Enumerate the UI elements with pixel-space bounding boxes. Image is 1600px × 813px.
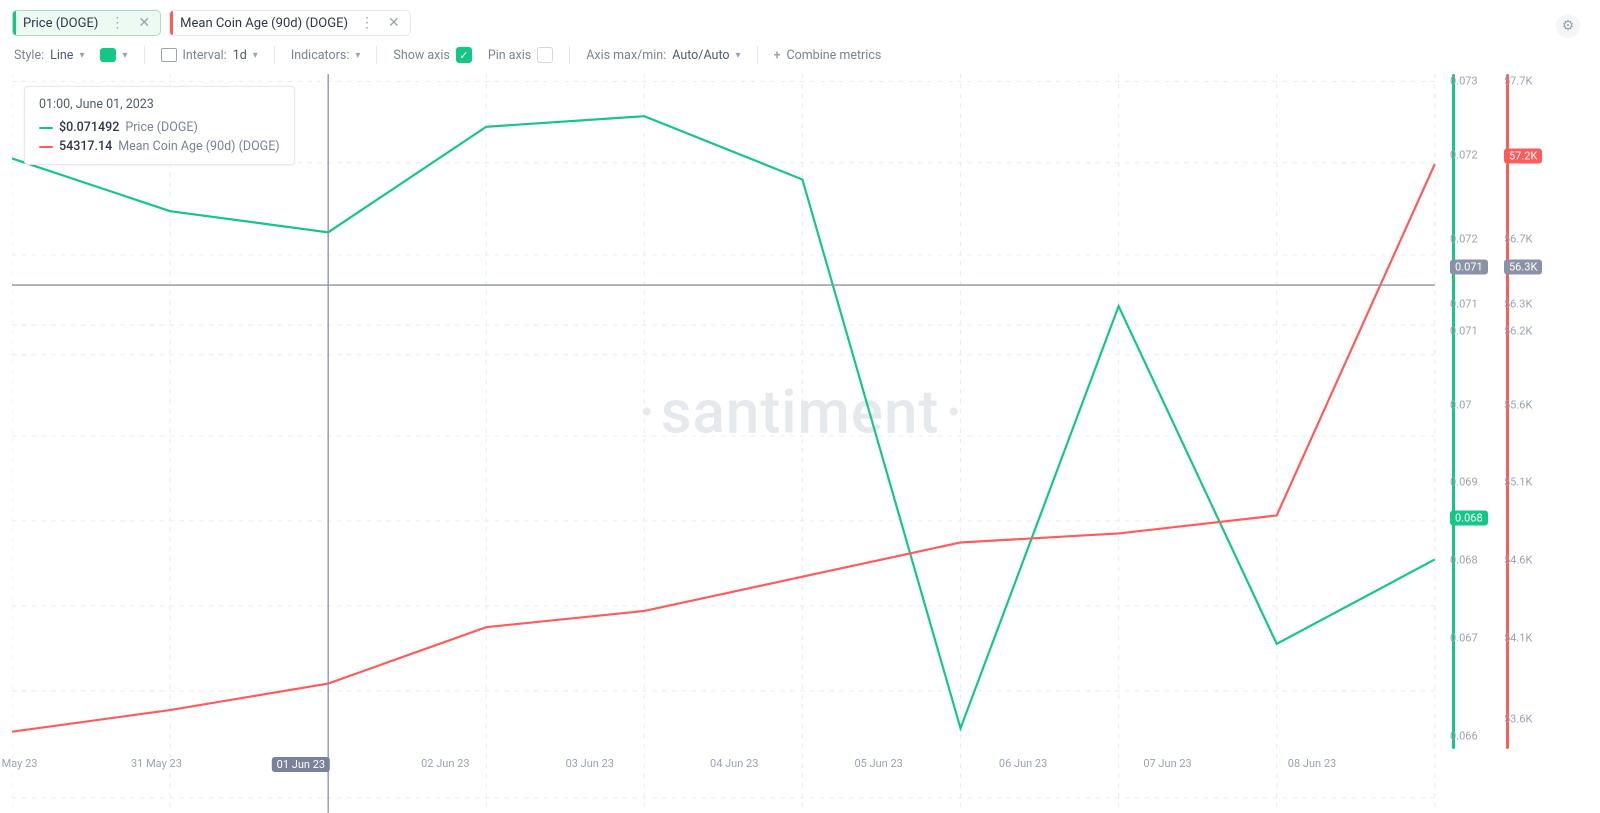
more-icon[interactable]: ⋮ [356,15,378,31]
chevron-down-icon: ▾ [253,50,258,61]
pin-axis-label: Pin axis [488,48,531,63]
x-tick: 02 Jun 23 [421,757,469,770]
y-tick: 53.6K [1504,712,1532,725]
metric-pill-mca[interactable]: Mean Coin Age (90d) (DOGE) ⋮ ✕ [169,10,411,36]
show-axis-label: Show axis [393,48,449,63]
cursor-layer [12,74,1588,813]
metric-pill-price[interactable]: Price (DOGE) ⋮ ✕ [12,10,161,36]
checkbox-on-icon: ✓ [456,47,472,63]
tooltip-value: $0.071492 [59,120,119,135]
more-icon[interactable]: ⋮ [106,15,128,31]
close-icon[interactable]: ✕ [136,15,152,31]
color-selector[interactable]: ▾ [100,48,127,62]
x-tick: 06 Jun 23 [999,757,1047,770]
y-tick: 56.2K [1504,324,1532,337]
color-swatch [100,48,116,62]
x-tick: 03 Jun 23 [566,757,614,770]
y-tick: 54.6K [1504,554,1532,567]
y-end-badge: 0.068 [1450,510,1488,525]
tooltip-name: Price (DOGE) [125,120,198,135]
y-tick: 0.071 [1450,297,1478,310]
y-tick: 0.072 [1450,233,1478,246]
axis-mm-value: Auto/Auto [672,48,729,63]
chevron-down-icon: ▾ [79,50,84,61]
indicators-selector[interactable]: Indicators: ▾ [291,48,361,63]
y-axis-left: 0.073 0.072 0.072 0.071 0.071 0.07 0.069 0.068 0… [1450,74,1500,749]
y-tick: 0.07 [1450,398,1471,411]
close-icon[interactable]: ✕ [386,15,402,31]
tooltip-datetime: 01:00, June 01, 2023 [39,97,280,112]
chart-toolbar: Style: Line ▾ ▾ Interval: 1d ▾ Indicator… [0,36,1600,74]
show-axis-toggle[interactable]: Show axis ✓ [393,47,471,63]
line-chart[interactable]: santiment 01:00, June 01, 2023 $0.071492… [12,74,1588,749]
y-axis-right: 57.7K 57.2K 56.7K 56.3K 56.2K 55.6K 55.1K 54.6K… [1504,74,1554,749]
settings-gear-icon[interactable]: ⚙ [1556,14,1580,38]
y-tick: 57.7K [1504,74,1532,87]
x-tick: 31 May 23 [131,757,182,770]
y-tick: 0.066 [1450,729,1478,742]
style-value: Line [50,48,73,63]
x-tick: 30 May 23 [0,757,37,770]
hover-tooltip: 01:00, June 01, 2023 $0.071492 Price (DO… [24,86,295,165]
chevron-down-icon: ▾ [736,50,741,61]
combine-label: Combine metrics [786,48,881,63]
x-tick: 08 Jun 23 [1288,757,1336,770]
style-label: Style: [14,48,44,63]
plus-icon: + [774,48,781,63]
interval-label: Interval: [183,48,227,63]
x-tick: 05 Jun 23 [854,757,902,770]
y-crosshair-badge: 0.071 [1450,259,1488,274]
interval-selector[interactable]: Interval: 1d ▾ [161,48,258,63]
tooltip-name: Mean Coin Age (90d) (DOGE) [118,139,279,154]
y-tick: 0.067 [1450,631,1478,644]
tooltip-value: 54317.14 [59,139,112,154]
y-tick: 54.1K [1504,631,1532,644]
checkbox-off-icon [537,47,553,63]
y-tick: 56.7K [1504,233,1532,246]
indicators-label: Indicators: [291,48,350,63]
pill-label: Price (DOGE) [23,16,98,31]
y-tick: 55.1K [1504,476,1532,489]
chevron-down-icon: ▾ [122,50,127,61]
y-tick: 56.3K [1504,297,1532,310]
y-tick: 0.071 [1450,324,1478,337]
x-tick: 04 Jun 23 [710,757,758,770]
series-dash-icon [39,127,53,129]
x-tick: 07 Jun 23 [1143,757,1191,770]
chart-container: santiment 01:00, June 01, 2023 $0.071492… [12,74,1588,749]
series-dash-icon [39,146,53,148]
y-tick: 0.073 [1450,74,1478,87]
y-tick: 0.072 [1450,149,1478,162]
pin-axis-toggle[interactable]: Pin axis [488,47,553,63]
axis-mm-label: Axis max/min: [586,48,666,63]
axis-minmax-selector[interactable]: Axis max/min: Auto/Auto ▾ [586,48,740,63]
style-selector[interactable]: Style: Line ▾ [14,48,84,63]
calendar-icon [161,48,177,62]
y-tick: 0.068 [1450,554,1478,567]
tooltip-row-mca: 54317.14 Mean Coin Age (90d) (DOGE) [39,139,280,154]
pill-label: Mean Coin Age (90d) (DOGE) [180,16,348,31]
interval-value: 1d [233,48,247,63]
y-crosshair-badge: 56.3K [1504,259,1542,274]
y-end-badge: 57.2K [1504,149,1542,164]
combine-metrics-button[interactable]: + Combine metrics [774,48,882,63]
chevron-down-icon: ▾ [355,50,360,61]
x-tick: 01 Jun 23 [272,757,330,772]
tooltip-row-price: $0.071492 Price (DOGE) [39,120,280,135]
y-tick: 55.6K [1504,398,1532,411]
x-axis: 30 May 2331 May 2301 Jun 2302 Jun 2303 J… [12,757,1448,777]
y-tick: 0.069 [1450,476,1478,489]
metric-pills-row: Price (DOGE) ⋮ ✕ Mean Coin Age (90d) (DO… [0,0,1600,36]
